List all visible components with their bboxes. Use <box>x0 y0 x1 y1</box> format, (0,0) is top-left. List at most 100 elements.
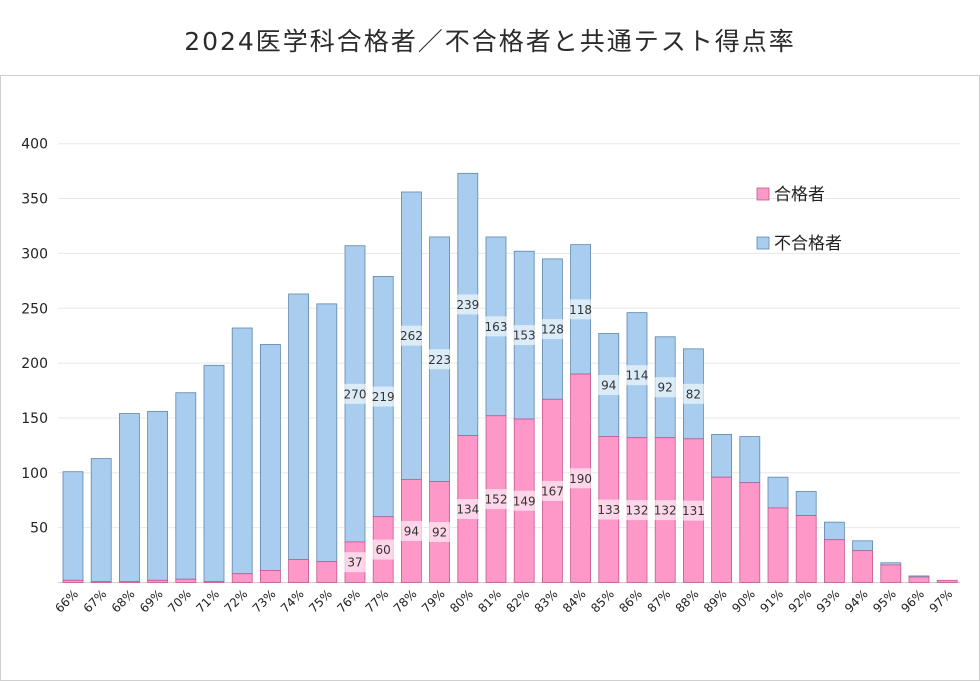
y-tick-label-350: 350 <box>21 192 48 208</box>
x-tick-label-93%: 93% <box>814 587 843 616</box>
bar-pass-71% <box>203 581 225 583</box>
bar-pass-93% <box>824 539 845 583</box>
x-tick-label-69%: 69% <box>137 587 166 616</box>
data-label-fail-83%: 128 <box>541 323 564 337</box>
bar-pass-69% <box>147 579 169 583</box>
data-label-pass-76%: 37 <box>347 556 362 570</box>
y-tick-label-100: 100 <box>21 466 48 482</box>
bar-pass-92% <box>795 515 817 583</box>
bar-fail-68% <box>119 413 140 582</box>
label-bg-pass-86% <box>626 500 648 521</box>
x-tick-label-73%: 73% <box>250 587 279 616</box>
legend-label-fail: 不合格者 <box>774 234 842 254</box>
bar-pass-66% <box>62 579 84 583</box>
label-bg-pass-84% <box>569 468 592 489</box>
x-tick-label-78%: 78% <box>391 587 420 616</box>
x-tick-label-71%: 71% <box>193 587 222 616</box>
data-label-fail-86%: 114 <box>626 369 649 383</box>
data-label-pass-84%: 190 <box>569 472 592 486</box>
x-tick-label-72%: 72% <box>222 587 251 616</box>
data-label-fail-88%: 82 <box>686 387 701 401</box>
label-bg-pass-83% <box>541 480 564 501</box>
x-tick-label-90%: 90% <box>729 587 758 616</box>
label-bg-fail-82% <box>513 325 536 346</box>
bar-fail-66% <box>62 471 84 581</box>
data-label-pass-80%: 134 <box>456 503 479 517</box>
x-tick-label-88%: 88% <box>673 587 702 616</box>
bar-fail-94% <box>852 540 873 552</box>
data-label-pass-81%: 152 <box>485 493 508 507</box>
bar-fail-93% <box>824 521 845 541</box>
x-tick-label-87%: 87% <box>645 587 674 616</box>
bar-fail-70% <box>175 392 197 580</box>
label-bg-fail-86% <box>626 365 648 386</box>
bar-pass-95% <box>880 564 902 583</box>
bar-fail-74% <box>288 293 310 560</box>
bar-fail-75% <box>316 303 338 563</box>
bar-pass-91% <box>767 507 789 583</box>
bar-pass-74% <box>288 559 310 583</box>
y-tick-label-400: 400 <box>21 137 48 153</box>
label-bg-pass-79% <box>428 522 451 543</box>
y-tick-label-150: 150 <box>21 411 48 427</box>
bar-pass-73% <box>259 570 281 583</box>
y-tick-label-200: 200 <box>21 356 48 372</box>
label-bg-pass-80% <box>456 499 479 520</box>
data-label-pass-85%: 133 <box>597 503 620 517</box>
bar-fail-71% <box>203 364 225 582</box>
x-tick-label-91%: 91% <box>757 587 786 616</box>
data-label-fail-78%: 262 <box>400 329 423 343</box>
bar-fail-67% <box>90 458 112 582</box>
data-label-fail-79%: 223 <box>428 353 451 367</box>
label-bg-fail-87% <box>654 377 677 398</box>
x-tick-label-67%: 67% <box>81 587 110 616</box>
x-tick-label-84%: 84% <box>560 587 589 616</box>
bar-pass-68% <box>119 581 140 583</box>
label-bg-fail-81% <box>485 316 507 337</box>
x-tick-label-77%: 77% <box>363 587 392 616</box>
data-label-fail-85%: 94 <box>601 379 616 393</box>
x-tick-label-79%: 79% <box>419 587 448 616</box>
bar-pass-90% <box>739 482 761 583</box>
data-label-fail-82%: 153 <box>513 329 536 343</box>
label-bg-fail-88% <box>682 383 705 404</box>
legend-swatch-pass <box>756 187 770 201</box>
label-bg-fail-77% <box>372 386 395 407</box>
label-bg-fail-79% <box>428 349 451 370</box>
bar-pass-94% <box>852 550 873 583</box>
x-tick-label-94%: 94% <box>842 587 871 616</box>
bar-fail-89% <box>711 434 732 478</box>
label-bg-fail-76% <box>344 383 366 404</box>
x-tick-label-97%: 97% <box>927 587 956 616</box>
data-label-pass-86%: 132 <box>626 504 649 518</box>
data-label-pass-79%: 92 <box>432 526 447 540</box>
label-bg-pass-87% <box>654 500 677 521</box>
bar-pass-70% <box>175 578 197 583</box>
x-tick-label-89%: 89% <box>701 587 730 616</box>
data-label-pass-87%: 132 <box>654 504 677 518</box>
x-tick-label-80%: 80% <box>447 587 476 616</box>
data-label-fail-77%: 219 <box>372 390 395 404</box>
x-tick-label-95%: 95% <box>870 587 899 616</box>
y-tick-label-300: 300 <box>21 246 48 262</box>
label-bg-pass-77% <box>372 539 395 560</box>
bar-pass-96% <box>908 576 930 583</box>
x-tick-label-86%: 86% <box>616 587 645 616</box>
bar-fail-92% <box>795 491 817 516</box>
data-label-pass-78%: 94 <box>404 524 419 538</box>
bar-fail-90% <box>739 436 761 484</box>
x-tick-label-70%: 70% <box>165 587 194 616</box>
x-tick-label-68%: 68% <box>109 587 138 616</box>
label-bg-pass-85% <box>597 499 620 520</box>
x-tick-label-96%: 96% <box>898 587 927 616</box>
label-bg-pass-82% <box>513 490 536 511</box>
x-tick-label-81%: 81% <box>475 587 504 616</box>
bar-fail-69% <box>147 410 169 581</box>
label-bg-pass-78% <box>400 520 423 541</box>
x-tick-label-83%: 83% <box>532 587 561 616</box>
label-bg-fail-78% <box>400 325 423 346</box>
bar-pass-97% <box>936 579 958 583</box>
label-bg-fail-84% <box>569 299 592 320</box>
label-bg-fail-85% <box>597 375 620 396</box>
